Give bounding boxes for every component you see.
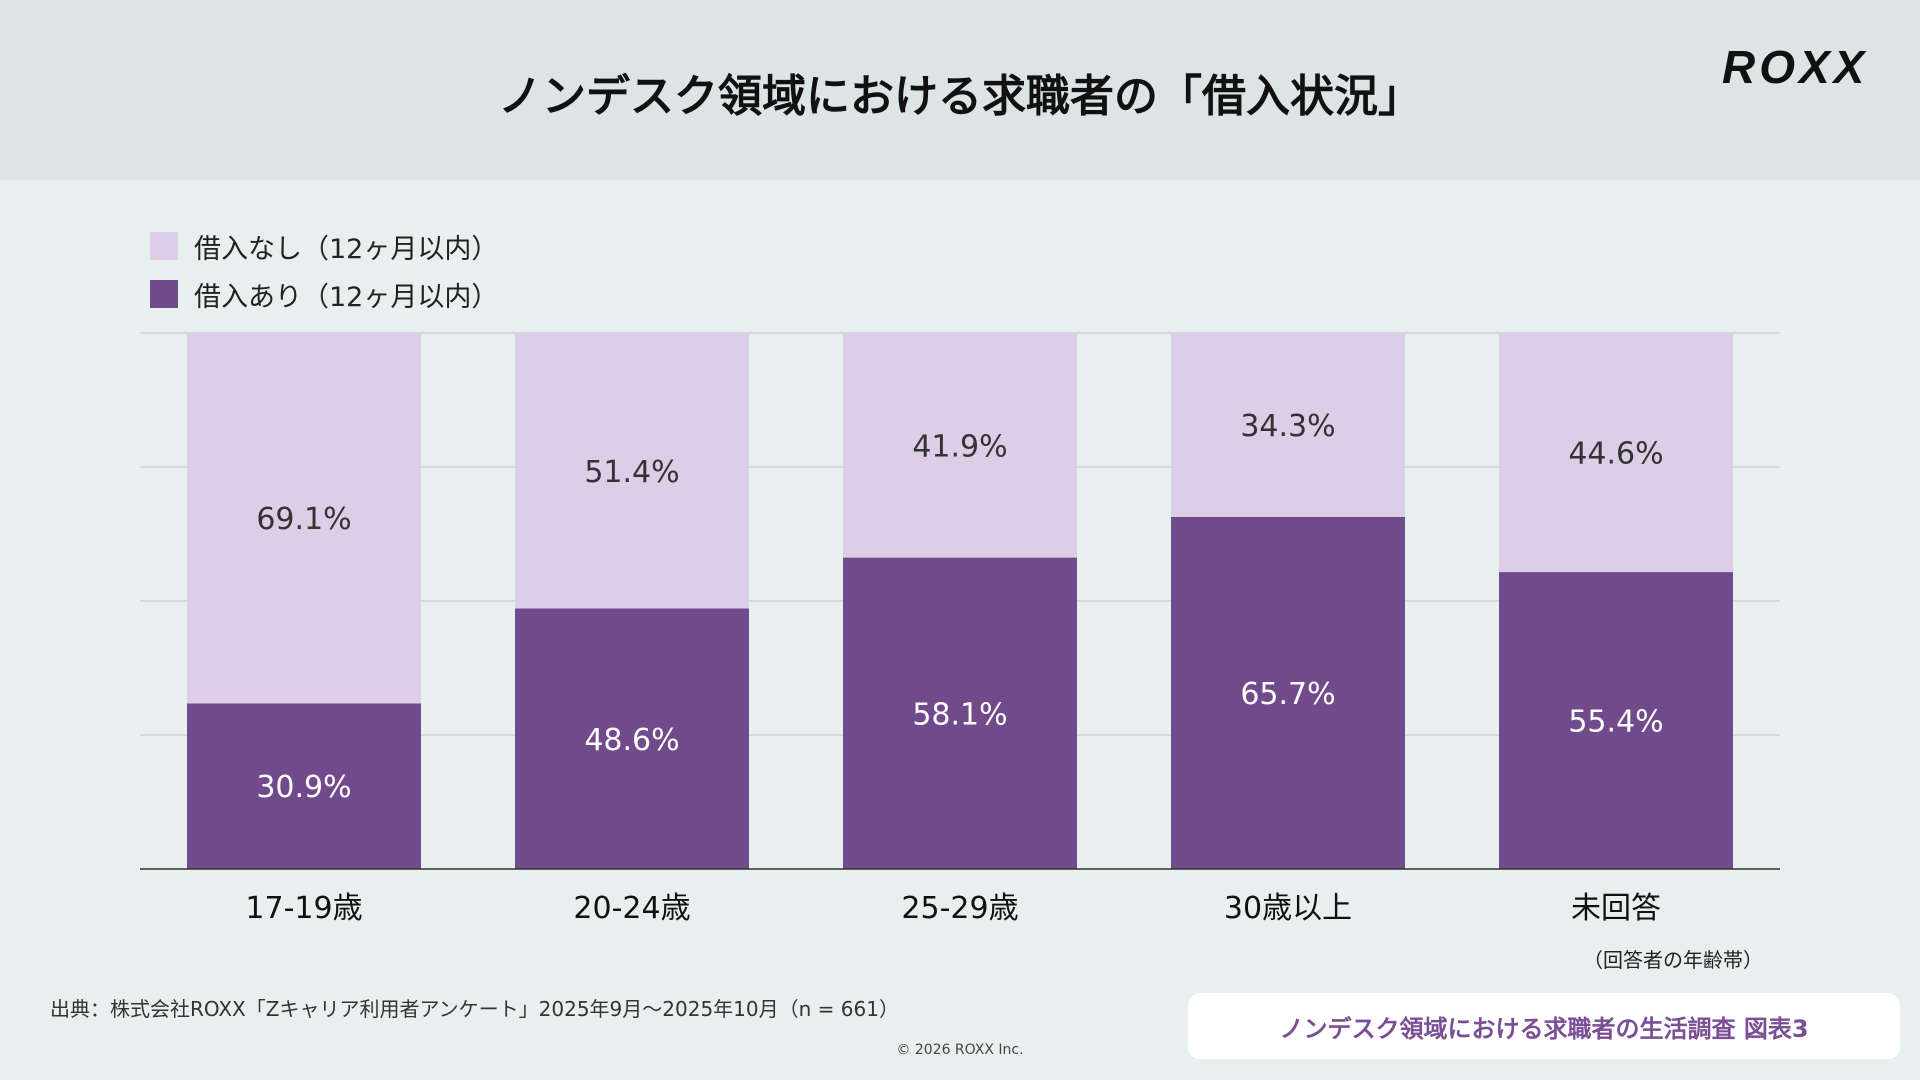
data-label: 55.4% <box>1568 705 1663 740</box>
data-label: 65.7% <box>1240 677 1335 712</box>
data-label: 51.4% <box>584 455 679 490</box>
copyright: © 2026 ROXX Inc. <box>896 1042 1024 1058</box>
bar-segment <box>187 333 421 704</box>
legend-label-borrowing: 借入あり（12ヶ月以内） <box>194 281 499 313</box>
data-label: 44.6% <box>1568 437 1663 472</box>
data-label: 34.3% <box>1240 409 1335 444</box>
chart-legend: 借入なし（12ヶ月以内） 借入あり（12ヶ月以内） <box>150 222 498 318</box>
legend-item-borrowing: 借入あり（12ヶ月以内） <box>150 270 498 318</box>
category-label: 30歳以上 <box>1224 891 1352 926</box>
data-label: 30.9% <box>256 770 351 805</box>
bar-segment <box>843 557 1077 869</box>
category-label: 20-24歳 <box>573 891 690 926</box>
data-label: 69.1% <box>256 502 351 537</box>
bar-segment <box>1499 333 1733 573</box>
legend-label-no-borrowing: 借入なし（12ヶ月以内） <box>194 233 499 265</box>
legend-swatch-borrowing <box>150 280 178 308</box>
bar-segment <box>1499 572 1733 869</box>
bar-segment <box>1171 516 1405 869</box>
page-title: ノンデスク領域における求職者の「借入状況」 <box>498 71 1422 122</box>
bar-segment <box>515 333 749 609</box>
category-label: 25-29歳 <box>901 891 1018 926</box>
header-band: ノンデスク領域における求職者の「借入状況」 ROXX <box>0 0 1920 180</box>
bar-segment <box>1171 333 1405 517</box>
category-label: 未回答 <box>1571 891 1661 926</box>
legend-swatch-no-borrowing <box>150 232 178 260</box>
bar-segment <box>515 608 749 869</box>
data-label: 41.9% <box>912 429 1007 464</box>
bar-segment <box>843 333 1077 558</box>
source-note: 出典：株式会社ROXX「Zキャリア利用者アンケート」2025年9月〜2025年1… <box>50 997 899 1021</box>
figure-label: ノンデスク領域における求職者の生活調査 図表3 <box>1279 1014 1809 1043</box>
data-label: 58.1% <box>912 697 1007 732</box>
legend-item-no-borrowing: 借入なし（12ヶ月以内） <box>150 222 498 270</box>
bar-segment <box>187 703 421 869</box>
figure-label-box: ノンデスク領域における求職者の生活調査 図表3 <box>1188 993 1900 1059</box>
category-label: 17-19歳 <box>245 891 362 926</box>
roxx-logo: ROXX <box>1722 41 1869 93</box>
data-label: 48.6% <box>584 723 679 758</box>
x-axis-label: （回答者の年齢帯） <box>1583 948 1763 972</box>
